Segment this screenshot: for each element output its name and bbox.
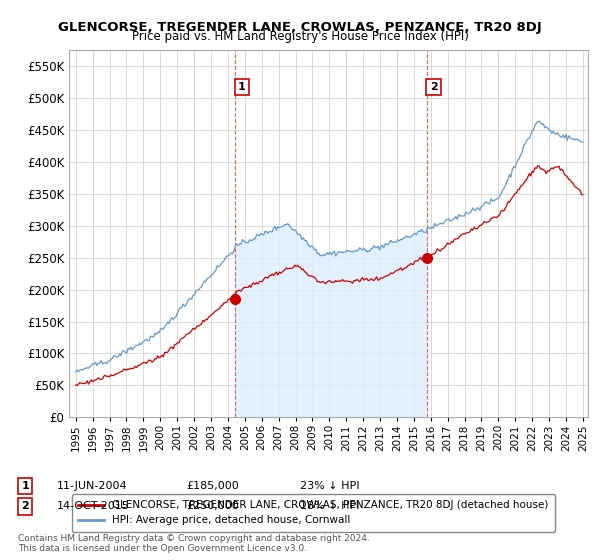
Text: 11-JUN-2004: 11-JUN-2004: [57, 481, 128, 491]
Text: 14-OCT-2015: 14-OCT-2015: [57, 501, 130, 511]
Text: 23% ↓ HPI: 23% ↓ HPI: [300, 481, 359, 491]
Text: 1: 1: [22, 481, 29, 491]
Text: GLENCORSE, TREGENDER LANE, CROWLAS, PENZANCE, TR20 8DJ: GLENCORSE, TREGENDER LANE, CROWLAS, PENZ…: [58, 21, 542, 34]
Legend: GLENCORSE, TREGENDER LANE, CROWLAS, PENZANCE, TR20 8DJ (detached house), HPI: Av: GLENCORSE, TREGENDER LANE, CROWLAS, PENZ…: [71, 494, 555, 531]
Text: 2: 2: [430, 82, 437, 92]
Text: 2: 2: [22, 501, 29, 511]
Text: 18% ↓ HPI: 18% ↓ HPI: [300, 501, 359, 511]
Text: Price paid vs. HM Land Registry's House Price Index (HPI): Price paid vs. HM Land Registry's House …: [131, 30, 469, 43]
Text: Contains HM Land Registry data © Crown copyright and database right 2024.
This d: Contains HM Land Registry data © Crown c…: [18, 534, 370, 553]
Text: £185,000: £185,000: [186, 481, 239, 491]
Text: 1: 1: [238, 82, 245, 92]
Text: £250,000: £250,000: [186, 501, 239, 511]
